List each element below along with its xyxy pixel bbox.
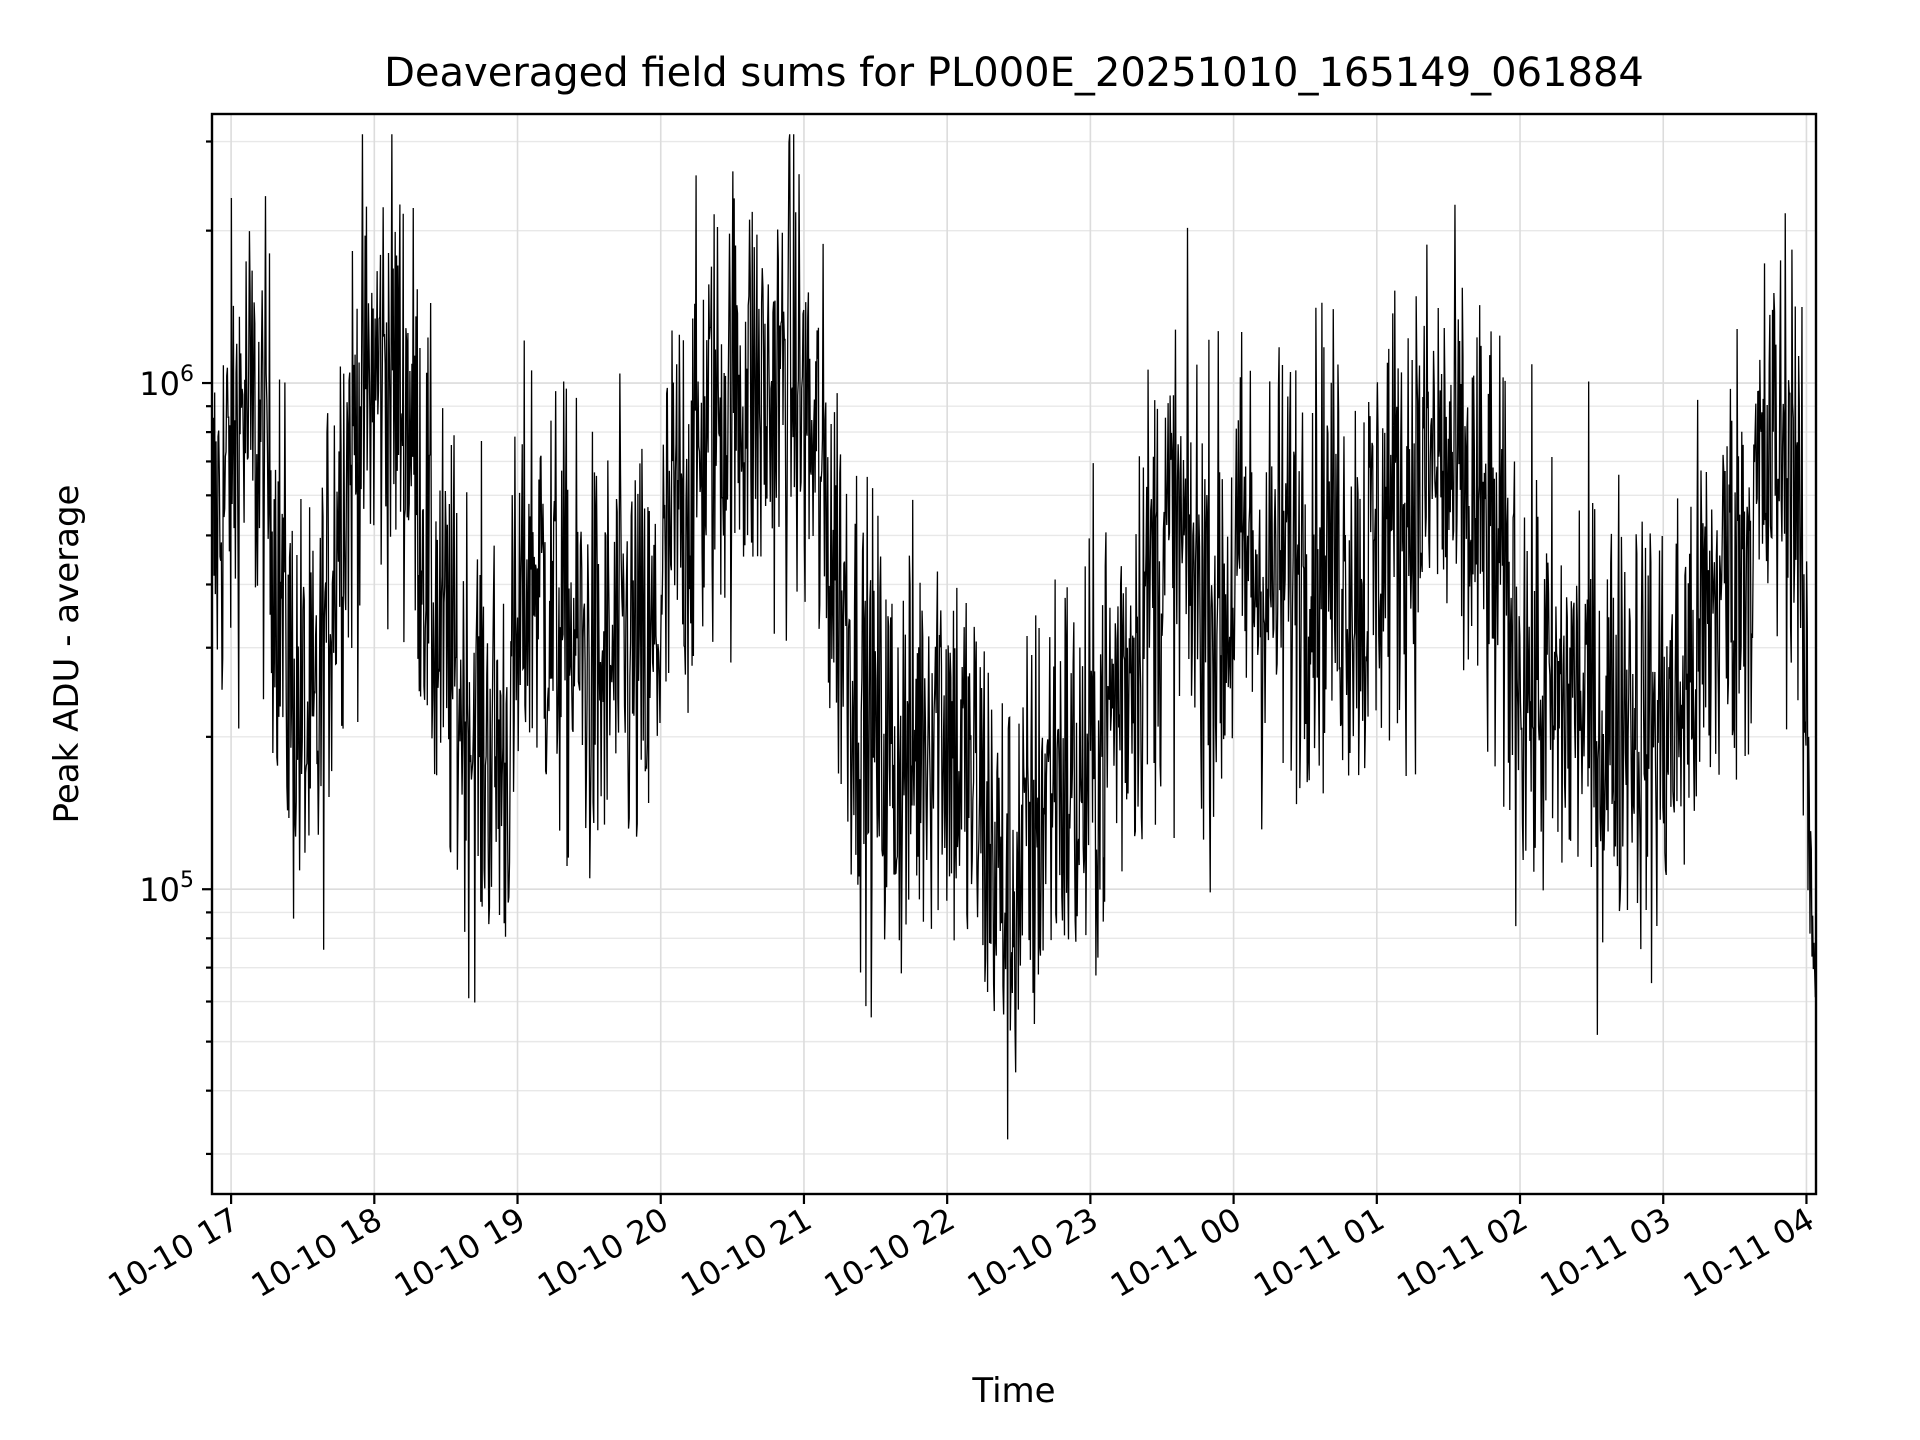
plot-frame — [210, 112, 1818, 1196]
x-axis-label: Time — [971, 1371, 1055, 1411]
chart-title: Deaveraged field sums for PL000E_2025101… — [384, 50, 1644, 96]
series-line — [211, 134, 1817, 1140]
y-axis-label: Peak ADU - average — [47, 485, 87, 824]
y-tick-label: 106 — [139, 362, 194, 403]
series-trace — [211, 134, 1817, 1140]
y-tick-label: 105 — [139, 868, 194, 909]
